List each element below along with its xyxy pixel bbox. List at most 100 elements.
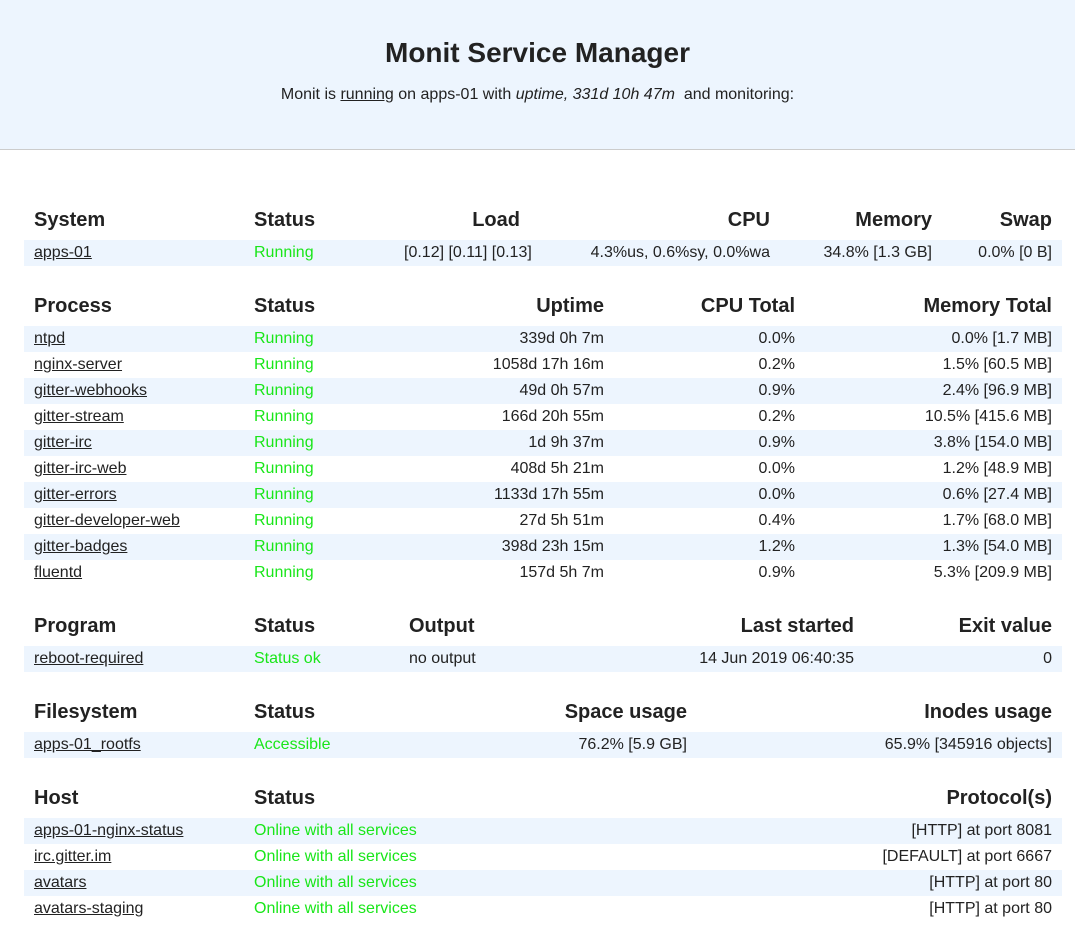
system-table: System Status Load CPU Memory Swap apps-01 Runn… — [24, 200, 1062, 266]
service-link[interactable]: gitter-errors — [34, 486, 117, 503]
status: Running — [254, 408, 314, 425]
service-link[interactable]: reboot-required — [34, 650, 144, 667]
service-link[interactable]: fluentd — [34, 564, 83, 581]
status: Online with all services — [254, 822, 417, 839]
status: Online with all services — [254, 848, 417, 865]
service-link[interactable]: gitter-webhooks — [34, 382, 147, 399]
cell: Running — [244, 326, 400, 352]
cell: apps-01_rootfs — [24, 732, 244, 758]
cell: Running — [244, 534, 400, 560]
cell: 1.5% [60.5 MB] — [942, 356, 1052, 373]
cell: Accessible — [244, 732, 500, 758]
cell: gitter-irc — [24, 430, 244, 456]
cell: 157d 5h 7m — [519, 564, 604, 581]
cell: apps-01-nginx-status — [24, 818, 244, 844]
column-header: Filesystem — [34, 700, 138, 723]
cell: 0.9% — [614, 378, 805, 404]
cell: 2.4% [96.9 MB] — [805, 378, 1062, 404]
row: apps-01-nginx-status Online with all serv… — [24, 818, 1062, 844]
cell: [0.12] [0.11] [0.13] — [394, 240, 532, 266]
row: avatars-staging Online with all services [… — [24, 896, 1062, 922]
cell: 1.2% [48.9 MB] — [942, 460, 1052, 477]
service-link[interactable]: avatars-staging — [34, 900, 144, 917]
cell: 408d 5h 21m — [510, 460, 604, 477]
row: gitter-errors Running 1133d 17h 55m 0.0% 0.6… — [24, 482, 1062, 508]
service-link[interactable]: apps-01_rootfs — [34, 736, 141, 753]
column-header: System — [34, 208, 106, 231]
status-link[interactable]: running — [340, 86, 394, 103]
cell: 76.2% [5.9 GB] — [500, 732, 697, 758]
cell: avatars-staging — [24, 896, 244, 922]
status: Status ok — [254, 650, 321, 667]
column-header: Memory Total — [923, 294, 1052, 317]
service-link[interactable]: avatars — [34, 874, 87, 891]
header-row: Program Status Output Last started Exit valu… — [24, 606, 1062, 646]
column-header: Host — [34, 786, 79, 809]
service-link[interactable]: gitter-irc-web — [34, 460, 127, 477]
cell: Running — [244, 240, 394, 266]
cell: 0.6% [27.4 MB] — [805, 482, 1062, 508]
cell: Online with all services — [244, 844, 700, 870]
service-link[interactable]: gitter-badges — [34, 538, 128, 555]
row: apps-01 Running [0.12] [0.11] [0.13] 4.3%us… — [24, 240, 1062, 266]
column-header: Last started — [740, 614, 854, 637]
uptime: uptime, 331d 10h 47m — [515, 86, 675, 103]
status-prefix: Monit is — [280, 86, 336, 103]
cell: Running — [244, 456, 400, 482]
column-header: Uptime — [536, 294, 604, 317]
row: gitter-webhooks Running 49d 0h 57m 0.9% 2.4%… — [24, 378, 1062, 404]
column-header: CPU Total — [700, 294, 795, 317]
column-header: Inodes usage — [924, 700, 1052, 723]
service-link[interactable]: apps-01-nginx-status — [34, 822, 184, 839]
cell: 65.9% [345916 objects] — [697, 732, 1062, 758]
cell: reboot-required — [24, 646, 244, 672]
column-header: CPU — [727, 208, 770, 231]
cell: 0 — [864, 646, 1062, 672]
service-link[interactable]: ntpd — [34, 330, 66, 347]
cell: 1133d 17h 55m — [400, 482, 614, 508]
cell: Running — [244, 378, 400, 404]
status: Running — [254, 330, 314, 347]
cell: Running — [244, 430, 400, 456]
status: Online with all services — [254, 874, 417, 891]
service-link[interactable]: gitter-developer-web — [34, 512, 180, 529]
column-header: Output — [409, 614, 475, 637]
cell: Running — [244, 352, 400, 378]
cell: Online with all services — [244, 818, 700, 844]
cell: 0.0% [1.7 MB] — [805, 326, 1062, 352]
column-header: Memory — [855, 208, 932, 231]
cell: gitter-irc-web — [24, 456, 244, 482]
column-header: Status — [254, 208, 316, 231]
status-line: Monit is running on apps-01 with uptime,… — [0, 85, 1075, 105]
cell: [DEFAULT] at port 6667 — [882, 848, 1052, 865]
cell: 5.3% [209.9 MB] — [933, 564, 1052, 581]
cell: 0.9% — [758, 564, 795, 581]
column-header: Process — [34, 294, 112, 317]
service-link[interactable]: apps-01 — [34, 244, 92, 261]
service-link[interactable]: nginx-server — [34, 356, 123, 373]
cell: Running — [244, 560, 400, 586]
row: irc.gitter.im Online with all services [DE… — [24, 844, 1062, 870]
status: Running — [254, 382, 314, 399]
status: Running — [254, 538, 314, 555]
cell: 0.0% — [614, 482, 805, 508]
column-header: Swap — [999, 208, 1052, 231]
cell: 0.0% [0 B] — [942, 240, 1062, 266]
cell: 1.3% [54.0 MB] — [805, 534, 1062, 560]
service-link[interactable]: gitter-stream — [34, 408, 124, 425]
cell: 0.0% — [758, 460, 795, 477]
cell: 34.8% [1.3 GB] — [780, 240, 942, 266]
title: Monit Service Manager — [385, 37, 690, 68]
header-row: Process Status Uptime CPU Total Memory Total — [24, 286, 1062, 326]
service-link[interactable]: irc.gitter.im — [34, 848, 112, 865]
header-row: Filesystem Status Space usage Inodes usage — [24, 692, 1062, 732]
column-header: Status — [254, 294, 316, 317]
cell: avatars — [24, 870, 244, 896]
host-table: Host Status Protocol(s) apps-01-nginx-statu… — [24, 778, 1062, 922]
cell: apps-01 — [24, 240, 244, 266]
cell: 1058d 17h 16m — [492, 356, 604, 373]
service-link[interactable]: gitter-irc — [34, 434, 92, 451]
column-header: Load — [472, 208, 520, 231]
cell: [HTTP] at port 80 — [700, 870, 1062, 896]
filesystem-table: Filesystem Status Space usage Inodes usage a… — [24, 692, 1062, 758]
